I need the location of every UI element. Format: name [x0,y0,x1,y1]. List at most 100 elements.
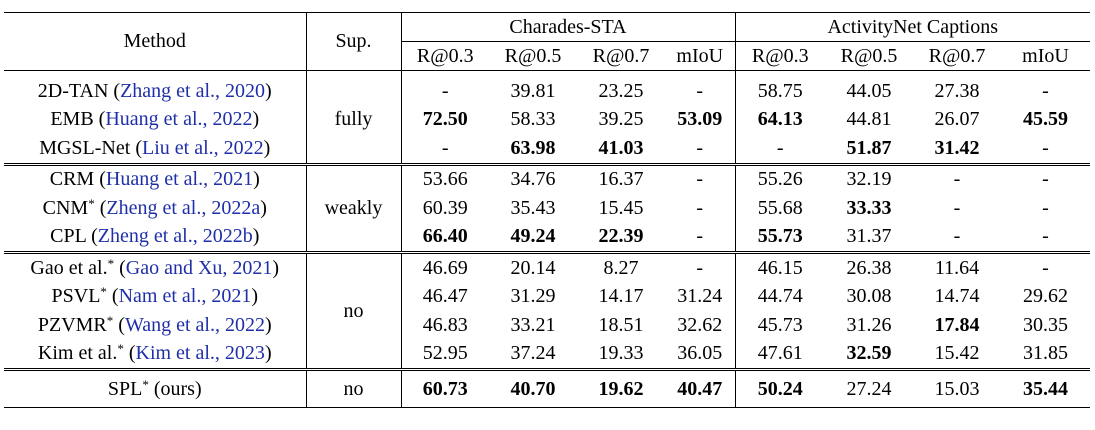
citation-link[interactable]: Huang et al., 2022 [105,108,253,131]
citation-link[interactable]: Huang et al., 2021 [105,168,254,191]
table-row: PZVMR* (Wang et al., 2022) 46.83 33.21 18.5… [4,311,1090,340]
value-cell: 53.09 [665,105,736,134]
results-body: 2D-TAN (Zhang et al., 2020) fully - 39.81 23… [4,70,1090,408]
results-table: Method Sup. Charades-STA ActivityNet Cap… [4,12,1090,408]
header-metric: R@0.7 [577,41,665,71]
value-cell: 39.81 [510,79,556,102]
citation-link[interactable]: Wang et al., 2022 [124,313,265,336]
method-cell: CNM* (Zheng et al., 2022a) [4,194,307,223]
method-name: EMB [50,108,94,131]
citation-link[interactable]: Zheng et al., 2022a [106,196,261,219]
header-sup: Sup. [306,12,402,71]
table-row: Gao et al.* (Gao and Xu, 2021) no 46.69 20.… [4,251,1090,370]
value-cell: 47.61 [757,342,803,365]
value-cell: 33.33 [846,196,892,219]
header-dataset-charades: Charades-STA [401,12,736,42]
value-cell: 14.17 [598,285,644,308]
method-name: Gao et al. [30,256,108,279]
value-cell: - [1042,225,1049,248]
supervision-cell: weakly [306,162,402,253]
value-cell: 37.24 [510,342,556,365]
citation-link[interactable]: Nam et al., 2021 [118,285,252,308]
value-cell: 60.39 [422,196,468,219]
table-row: CPL (Zheng et al., 2022b) 66.40 49.24 22.39… [4,222,1090,253]
header-metric: R@0.7 [913,41,1001,71]
value-cell: 51.87 [846,136,892,159]
header-metric: R@0.3 [401,41,489,71]
value-cell: 60.73 [401,368,489,408]
value-cell: 31.42 [934,136,980,159]
value-cell: 46.47 [422,285,468,308]
method-cell: CRM (Huang et al., 2021) [4,162,307,194]
value-cell: 27.38 [934,79,980,102]
value-cell: 31.29 [510,285,556,308]
value-cell: 30.08 [846,285,892,308]
value-cell: 45.73 [757,313,803,336]
value-cell: 19.33 [598,342,644,365]
citation-link[interactable]: Liu et al., 2022 [141,136,264,159]
method-suffix: (ours) [153,377,202,400]
supervision-cell: no [306,368,402,408]
value-cell: - [665,251,736,283]
value-cell: 20.14 [489,251,577,283]
value-cell: 32.59 [846,342,892,365]
value-cell: 31.24 [665,282,736,311]
results-table-container: Method Sup. Charades-STA ActivityNet Cap… [4,12,1090,408]
citation-link[interactable]: Zheng et al., 2022b [97,225,253,248]
value-cell: 11.64 [913,251,1001,283]
value-cell: 35.43 [510,196,556,219]
value-cell: 23.25 [598,79,644,102]
value-cell: - [1042,79,1049,102]
value-cell: - [1042,196,1049,219]
value-cell: 72.50 [422,108,468,131]
supervision-cell: no [306,251,402,370]
value-cell: 17.84 [934,313,980,336]
method-cell: EMB (Huang et al., 2022) [4,105,307,134]
header-metric: mIoU [665,41,736,71]
value-cell: 14.74 [934,285,980,308]
table-row: PSVL* (Nam et al., 2021) 46.47 31.29 14.17 3… [4,282,1090,311]
value-cell: 46.69 [401,251,489,283]
value-cell: 40.70 [489,368,577,408]
method-name: PZVMR [37,313,107,336]
header-metric: mIoU [1001,41,1090,71]
table-row: EMB (Huang et al., 2022) 72.50 58.33 39.25 5… [4,105,1090,134]
value-cell: 45.59 [1023,108,1068,131]
value-cell: - [665,162,736,194]
value-cell: - [1001,251,1090,283]
method-name: 2D-TAN [37,79,109,102]
value-cell: 40.47 [665,368,736,408]
method-star: * [117,341,124,357]
table-row: MGSL-Net (Liu et al., 2022) -63.98 41.03- -… [4,134,1090,164]
method-cell: PSVL* (Nam et al., 2021) [4,282,307,311]
value-cell: 26.07 [934,108,980,131]
value-cell: - [665,70,736,106]
method-star: * [100,284,107,300]
method-name: SPL [107,377,143,400]
method-name: Kim et al. [37,342,118,365]
value-cell: 64.13 [757,108,803,131]
method-star: * [106,312,114,328]
header-metric: R@0.3 [735,41,825,71]
citation-link[interactable]: Zhang et al., 2020 [120,79,266,102]
value-cell: 22.39 [598,225,644,248]
method-name: CNM [42,196,89,219]
table-row: CRM (Huang et al., 2021) weakly 53.66 34.76… [4,162,1090,253]
table-row: 2D-TAN (Zhang et al., 2020) fully - 39.81 23… [4,70,1090,164]
citation-link[interactable]: Kim et al., 2023 [135,342,265,365]
citation-link[interactable]: Gao and Xu, 2021 [125,256,273,279]
method-name: CRM [49,168,95,191]
method-name: MGSL-Net [39,136,131,159]
header-metric: R@0.5 [825,41,913,71]
value-cell: 66.40 [422,225,468,248]
value-cell: 58.75 [757,79,803,102]
method-name: PSVL [51,285,101,308]
value-cell: 50.24 [735,368,825,408]
value-cell: 29.62 [1023,285,1068,308]
value-cell: 18.51 [598,313,644,336]
value-cell: 44.05 [846,79,892,102]
value-cell: 36.05 [665,339,736,370]
value-cell: 27.24 [825,368,913,408]
value-cell: 8.27 [577,251,665,283]
value-cell: - [1001,162,1090,194]
